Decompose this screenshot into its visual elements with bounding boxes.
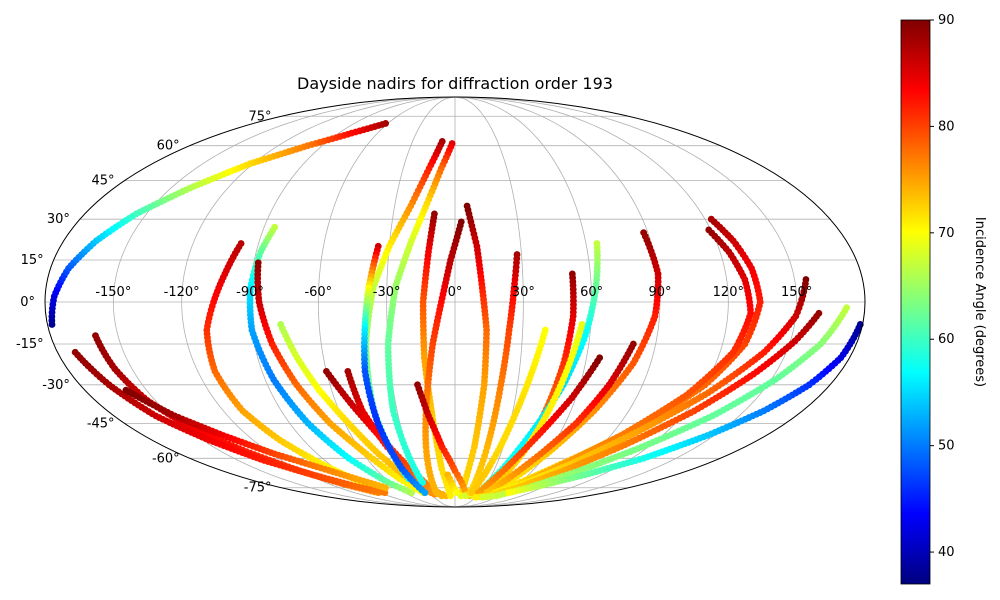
x-tick-label: -60° — [304, 285, 332, 300]
y-tick-label: -45° — [87, 416, 115, 431]
scatter-point — [472, 493, 480, 501]
y-tick-labels: -75° -60° -45° -30° -15° 0° 15° 30° 45° 60° 75° — [16, 109, 272, 495]
map-boundary — [44, 96, 866, 508]
scatter-point — [505, 489, 512, 497]
graticule — [45, 97, 865, 507]
x-tick-label: 150° — [781, 285, 812, 300]
scatter-points — [48, 120, 864, 501]
colorbar-tick-label: 40 — [938, 545, 955, 560]
y-tick-label: -15° — [16, 337, 44, 352]
scatter-point — [419, 479, 426, 486]
colorbar-tick-label: 90 — [938, 13, 955, 28]
x-tick-label: 120° — [713, 285, 744, 300]
scatter-point — [382, 484, 389, 492]
y-tick-label: 30° — [47, 212, 70, 227]
colorbar-tick-label: 60 — [938, 332, 955, 347]
scatter-point — [382, 120, 390, 127]
y-tick-label: 0° — [20, 295, 35, 310]
x-tick-label: 30° — [512, 285, 535, 300]
colorbar-tick-label: 50 — [938, 439, 955, 454]
scatter-point — [433, 489, 441, 497]
y-tick-label: 75° — [248, 109, 271, 124]
scatter-point — [447, 492, 454, 500]
scatter-point — [438, 492, 446, 500]
x-tick-label: 60° — [580, 285, 603, 300]
scatter-point — [421, 489, 429, 497]
y-tick-label: -60° — [152, 451, 180, 466]
y-tick-label: 60° — [157, 139, 180, 154]
chart-title: Dayside nadirs for diffraction order 193 — [297, 74, 613, 93]
x-tick-label: 90° — [648, 285, 671, 300]
y-tick-label: 45° — [92, 174, 115, 189]
scatter-point — [479, 493, 487, 501]
colorbar-tick-label: 70 — [938, 226, 955, 241]
colorbar-label: Incidence Angle (degrees) — [972, 217, 987, 387]
x-tick-label: -90° — [236, 285, 264, 300]
y-tick-label: -75° — [244, 481, 272, 496]
x-tick-labels: -150° -120° -90° -60° -30° 0° 30° 60° 90° 120° 150… — [95, 285, 812, 300]
y-tick-label: 15° — [21, 253, 44, 268]
y-tick-label: -30° — [42, 378, 70, 393]
x-tick-label: -30° — [373, 285, 401, 300]
colorbar-tick-label: 80 — [938, 119, 955, 134]
x-tick-label: -150° — [95, 285, 131, 300]
x-tick-label: -120° — [164, 285, 200, 300]
colorbar-ticks: 40 50 60 70 80 90 — [930, 13, 955, 560]
x-tick-label: 0° — [448, 285, 463, 300]
scatter-point — [408, 489, 415, 497]
scatter-point — [468, 489, 476, 497]
colorbar — [900, 19, 931, 585]
